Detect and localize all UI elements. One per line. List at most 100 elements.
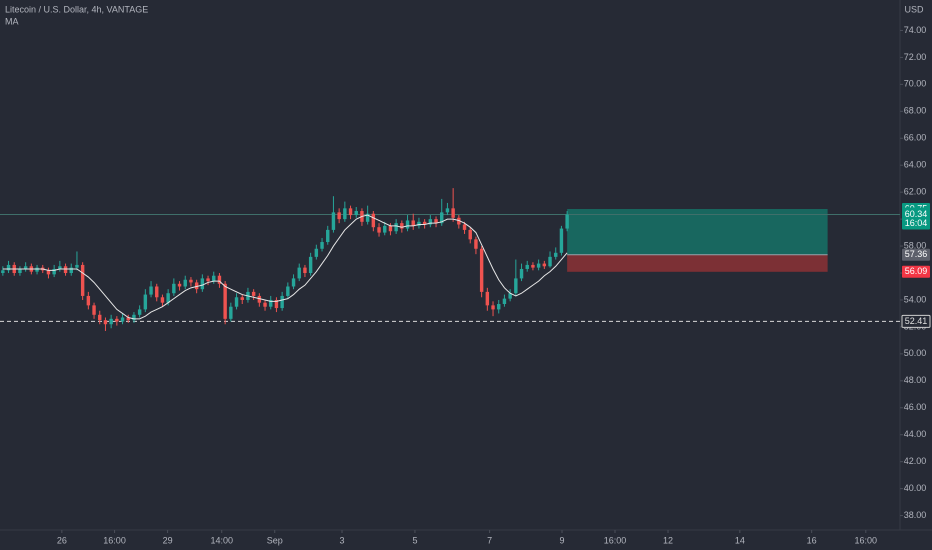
candle-body [354,211,358,216]
candle-body [92,305,96,315]
x-tick-label: 3 [339,535,344,545]
candle-body [75,264,79,268]
candle-body [519,268,524,279]
y-tick-label: 68.00 [904,106,927,116]
candle-body [405,220,410,229]
candle-body [52,268,56,275]
candle-body [531,264,535,268]
candle-body [194,282,199,290]
candle-body [297,267,301,279]
y-tick-label: 38.00 [904,510,927,520]
candle-body [212,275,216,282]
candle-body [6,264,11,271]
x-tick-label: 16:00 [103,535,126,545]
candle-body [417,221,421,226]
candle-body [468,229,472,240]
candle-body [69,267,73,274]
candle-body [280,295,284,309]
candle-body [155,286,159,298]
level-label: 52.41 [905,316,928,326]
candle-body [348,208,353,216]
x-tick-label: 26 [57,535,67,545]
y-tick-label: 54.00 [904,294,927,304]
candle-body [269,299,273,307]
candle-body [132,314,136,321]
currency-label: USD [904,4,924,14]
candle-body [411,220,415,226]
candle-body [525,264,529,269]
candle-body [326,229,330,243]
candle-body [251,291,256,296]
y-tick-label: 66.00 [904,133,927,143]
candle-body [200,278,205,290]
loss-zone [567,254,828,272]
candle-body [457,217,461,225]
x-tick-label: 29 [163,535,173,545]
y-tick-label: 64.00 [904,160,927,170]
candle-body [559,228,564,253]
candle-body [548,256,552,267]
candle-body [1,270,5,274]
candle-body [514,278,518,294]
candle-body [86,295,91,306]
candle-body [137,309,142,315]
candle-body [189,279,193,283]
x-tick-label: 5 [412,535,417,545]
candle-body [502,298,507,305]
candle-body [388,225,393,232]
last-price-label: 60.34 [905,209,928,219]
candle-body [35,267,39,272]
candle-body [377,227,381,233]
legend-entry: MA [5,16,19,26]
candle-body [234,297,239,307]
candle-body [206,278,210,282]
x-tick-label: Sep [267,535,283,545]
candle-body [115,318,119,322]
x-tick-label: 9 [559,535,564,545]
moving-average [2,214,568,320]
y-tick-label: 74.00 [904,25,927,35]
y-tick-label: 46.00 [904,402,927,412]
last-price-bg [902,207,930,230]
candle-body [485,291,490,306]
candle-body [286,286,290,296]
y-tick-label: 62.00 [904,187,927,197]
stop-label: 56.09 [905,266,928,276]
candle-body [177,283,182,287]
candle-body [166,293,170,303]
candle-body [462,224,467,230]
candle-body [308,256,313,274]
candle-body [18,268,22,274]
x-tick-label: 14 [735,535,745,545]
x-tick-label: 16:00 [855,535,878,545]
candle-body [422,221,427,225]
y-tick-label: 42.00 [904,456,927,466]
candle-body [126,317,130,321]
x-tick-label: 14:00 [210,535,233,545]
y-tick-label: 58.00 [904,240,927,250]
candle-body [491,305,495,310]
candle-body [371,213,376,228]
candle-body [103,320,108,325]
candle-body [337,212,341,220]
candle-body [565,214,569,229]
candle-body [98,314,102,321]
candle-body [303,267,307,274]
candle-body [434,219,438,224]
candle-body [58,266,62,269]
entry-label-bg [902,248,930,261]
candle-body [172,283,176,294]
candle-body [240,297,244,300]
y-tick-label: 40.00 [904,483,927,493]
candle-body [257,295,262,303]
x-tick-label: 16 [807,535,817,545]
level-label-bg [901,314,931,328]
candle-body [63,266,68,274]
candle-body [291,278,296,287]
candle-body [143,294,148,310]
y-tick-label: 72.00 [904,52,927,62]
y-tick-label: 50.00 [904,348,927,358]
